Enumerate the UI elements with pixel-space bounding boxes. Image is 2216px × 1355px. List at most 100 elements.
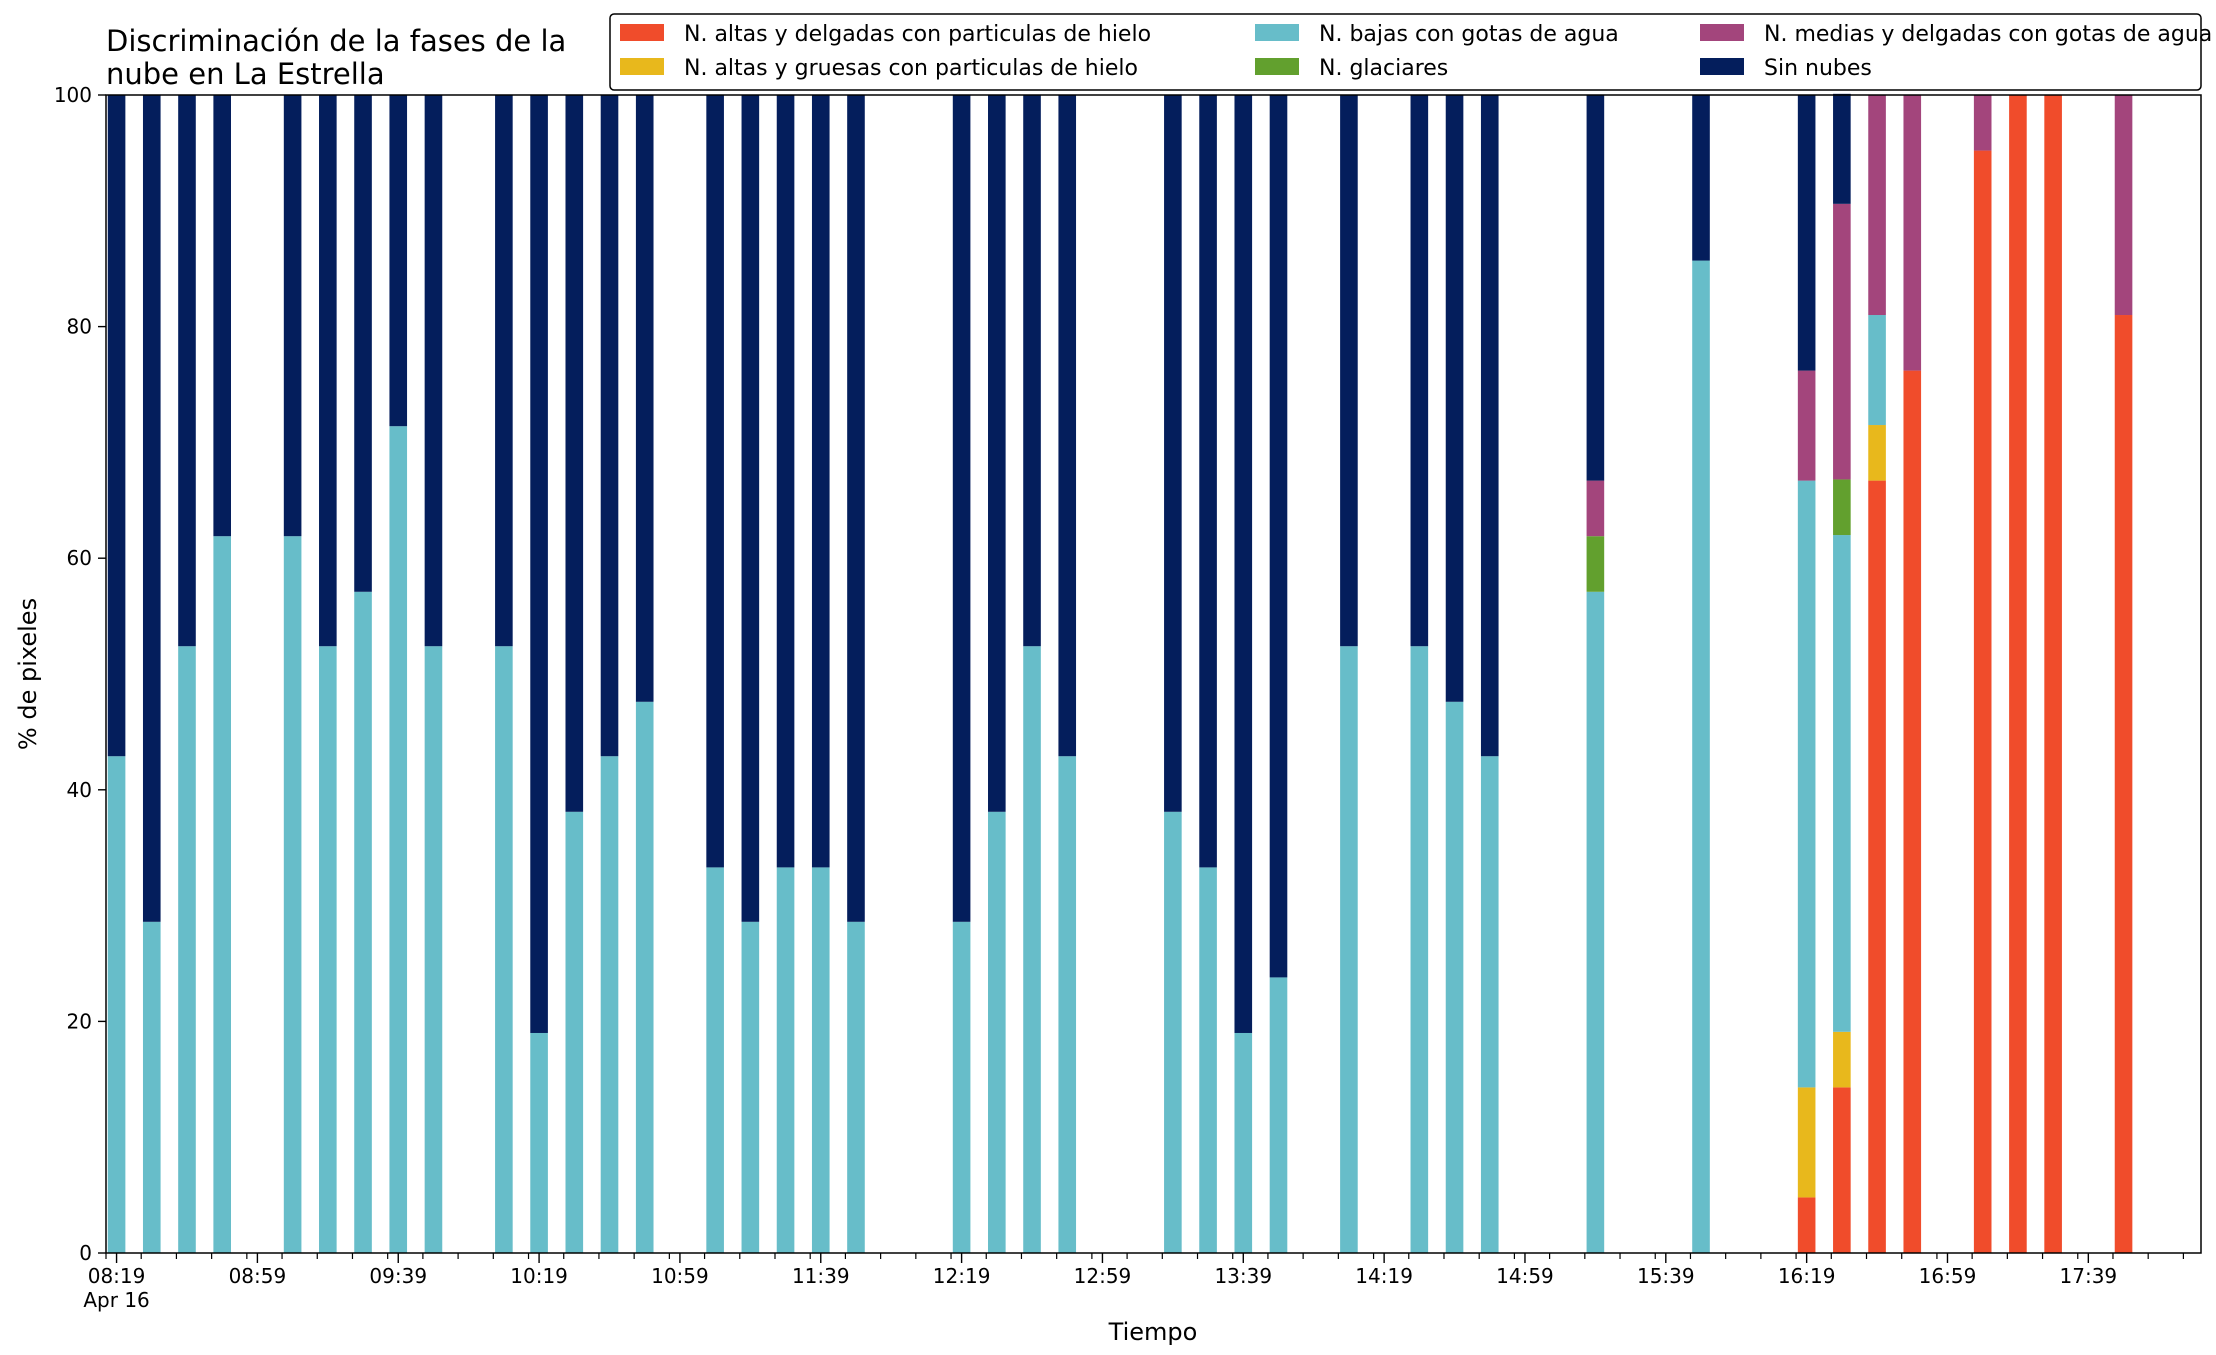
x-tick-label: 16:19 (1778, 1264, 1836, 1288)
x-tick-label: 14:59 (1496, 1264, 1554, 1288)
legend-label-sin-nubes: Sin nubes (1764, 56, 1872, 81)
bar-16-n-bajas-con-gotas-de-agua (776, 867, 795, 1253)
bar-2-sin-nubes (178, 95, 196, 647)
legend-swatch-n-medias-y-delgadas-con-gotas-de-agua (1700, 24, 1744, 41)
bar-30-n-bajas-con-gotas-de-agua (1480, 756, 1499, 1253)
chart-title-line-2: nube en La Estrella (106, 57, 385, 91)
bar-20-sin-nubes (988, 95, 1006, 812)
legend-swatch-n-glaciares (1255, 58, 1299, 75)
bar-34-n-glaciares (1833, 479, 1851, 536)
bar-27-sin-nubes (1340, 95, 1358, 647)
x-tick-label: 12:59 (1074, 1264, 1132, 1288)
bar-10-sin-nubes (530, 95, 548, 1033)
bar-23-n-bajas-con-gotas-de-agua (1164, 811, 1182, 1253)
bar-33-n-medias-y-delgadas-con-gotas-de-agua (1797, 370, 1816, 481)
bar-23-sin-nubes (1164, 95, 1182, 812)
bar-31-sin-nubes (1586, 95, 1605, 481)
bar-11-n-bajas-con-gotas-de-agua (565, 811, 584, 1253)
bar-34-n-altas-y-delgadas-con-particulas-de-hielo (1833, 1087, 1851, 1253)
bar-34-n-medias-y-delgadas-con-gotas-de-agua (1833, 203, 1851, 480)
bar-22-sin-nubes (1058, 95, 1077, 757)
x-tick-label: 16:59 (1919, 1264, 1977, 1288)
bar-33-n-bajas-con-gotas-de-agua (1797, 480, 1816, 1088)
bar-5-sin-nubes (319, 95, 337, 647)
bar-7-n-bajas-con-gotas-de-agua (389, 426, 408, 1253)
bar-38-n-altas-y-delgadas-con-particulas-de-hielo (2009, 95, 2027, 1253)
y-axis-label: % de pixeles (14, 598, 42, 750)
x-tick-label: 14:19 (1355, 1264, 1413, 1288)
legend-label-n-bajas-con-gotas-de-agua: N. bajas con gotas de agua (1319, 22, 1619, 47)
bar-16-sin-nubes (776, 95, 795, 868)
bar-18-n-bajas-con-gotas-de-agua (847, 921, 865, 1253)
bar-1-n-bajas-con-gotas-de-agua (142, 921, 161, 1253)
bar-1-sin-nubes (142, 95, 161, 922)
bar-28-sin-nubes (1410, 95, 1429, 647)
bar-0-n-bajas-con-gotas-de-agua (107, 756, 126, 1253)
bar-37-n-altas-y-delgadas-con-particulas-de-hielo (1973, 150, 1992, 1254)
bar-20-n-bajas-con-gotas-de-agua (988, 811, 1006, 1253)
x-tick-label: 10:59 (651, 1264, 709, 1288)
bar-35-n-altas-y-delgadas-con-particulas-de-hielo (1868, 480, 1886, 1253)
bar-9-n-bajas-con-gotas-de-agua (495, 646, 513, 1253)
bar-24-sin-nubes (1199, 95, 1217, 868)
x-tick-label: 13:39 (1214, 1264, 1272, 1288)
bar-37-n-medias-y-delgadas-con-gotas-de-agua (1973, 95, 1992, 151)
x-tick-label: 08:59 (229, 1264, 287, 1288)
bar-6-sin-nubes (354, 95, 372, 592)
bar-8-sin-nubes (424, 95, 443, 647)
x-tick-label: 08:19 (88, 1264, 146, 1288)
bar-9-sin-nubes (495, 95, 513, 647)
bar-4-n-bajas-con-gotas-de-agua (283, 536, 302, 1253)
bar-40-n-altas-y-delgadas-con-particulas-de-hielo (2114, 315, 2133, 1253)
bar-15-sin-nubes (741, 95, 760, 922)
y-tick-label: 80 (67, 315, 92, 339)
bar-8-n-bajas-con-gotas-de-agua (424, 646, 443, 1253)
bar-34-n-altas-y-gruesas-con-particulas-de-hielo (1833, 1031, 1851, 1088)
x-tick-label: 12:19 (933, 1264, 991, 1288)
bar-34-n-bajas-con-gotas-de-agua (1833, 535, 1851, 1032)
bar-12-sin-nubes (600, 95, 619, 757)
legend-swatch-sin-nubes (1700, 58, 1744, 75)
bar-33-sin-nubes (1797, 95, 1816, 371)
bar-31-n-medias-y-delgadas-con-gotas-de-agua (1586, 480, 1605, 537)
bar-31-n-bajas-con-gotas-de-agua (1586, 591, 1605, 1253)
x-axis-label: Tiempo (1108, 1318, 1198, 1346)
bar-39-n-altas-y-delgadas-con-particulas-de-hielo (2044, 95, 2062, 1253)
bar-32-n-bajas-con-gotas-de-agua (1692, 260, 1710, 1254)
legend-label-n-medias-y-delgadas-con-gotas-de-agua: N. medias y delgadas con gotas de agua (1764, 22, 2212, 47)
bar-33-n-altas-y-gruesas-con-particulas-de-hielo (1797, 1087, 1816, 1198)
bar-26-n-bajas-con-gotas-de-agua (1269, 977, 1288, 1253)
legend-label-n-altas-y-delgadas-con-particulas-de-hielo: N. altas y delgadas con particulas de hi… (684, 22, 1151, 47)
bar-17-sin-nubes (811, 95, 830, 868)
chart-title-line-1: Discriminación de la fases de la (106, 24, 566, 58)
bar-3-n-bajas-con-gotas-de-agua (213, 536, 231, 1253)
bar-35-n-altas-y-gruesas-con-particulas-de-hielo (1868, 425, 1886, 481)
y-tick-label: 40 (67, 778, 92, 802)
bar-25-n-bajas-con-gotas-de-agua (1234, 1032, 1253, 1253)
bar-25-sin-nubes (1234, 95, 1253, 1033)
bar-35-n-medias-y-delgadas-con-gotas-de-agua (1868, 95, 1886, 316)
bar-13-sin-nubes (635, 95, 654, 702)
bar-29-sin-nubes (1445, 95, 1464, 702)
bar-21-sin-nubes (1023, 95, 1041, 647)
bar-13-n-bajas-con-gotas-de-agua (635, 701, 654, 1253)
bar-12-n-bajas-con-gotas-de-agua (600, 756, 619, 1253)
bar-6-n-bajas-con-gotas-de-agua (354, 591, 372, 1253)
x-tick-label: 11:39 (792, 1264, 850, 1288)
bar-5-n-bajas-con-gotas-de-agua (319, 646, 337, 1253)
bar-15-n-bajas-con-gotas-de-agua (741, 921, 760, 1253)
bar-0-sin-nubes (107, 95, 126, 757)
bar-4-sin-nubes (283, 95, 302, 537)
chart-title: Discriminación de la fases de la nube en… (106, 24, 566, 91)
bar-10-n-bajas-con-gotas-de-agua (530, 1032, 548, 1253)
legend-swatch-n-bajas-con-gotas-de-agua (1255, 24, 1299, 41)
legend-swatch-n-altas-y-delgadas-con-particulas-de-hielo (620, 24, 664, 41)
bar-22-n-bajas-con-gotas-de-agua (1058, 756, 1077, 1253)
bar-31-n-glaciares (1586, 536, 1605, 592)
bar-40-n-medias-y-delgadas-con-gotas-de-agua (2114, 95, 2133, 316)
bar-21-n-bajas-con-gotas-de-agua (1023, 646, 1041, 1253)
bar-17-n-bajas-con-gotas-de-agua (811, 867, 830, 1253)
bar-32-sin-nubes (1692, 95, 1710, 261)
